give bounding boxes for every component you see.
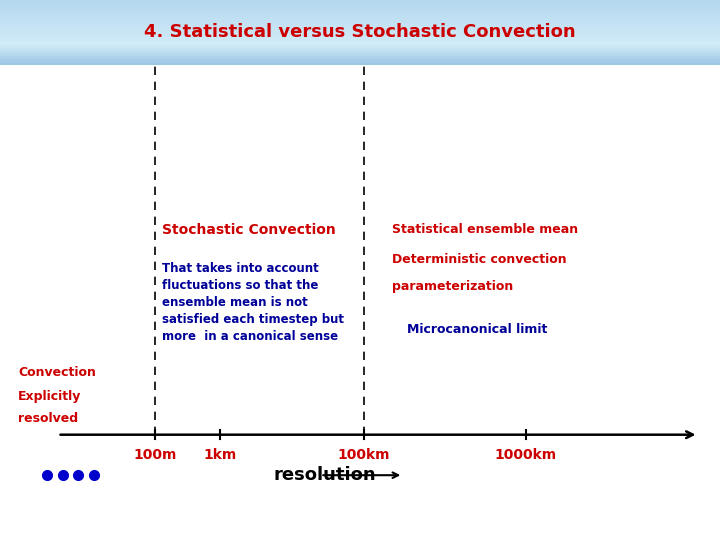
Bar — [0, 13, 720, 15]
Bar — [0, 52, 720, 54]
Text: parameterization: parameterization — [392, 280, 513, 293]
Bar — [0, 30, 720, 32]
Bar — [0, 48, 720, 50]
Bar — [0, 2, 720, 4]
Bar — [0, 15, 720, 17]
Bar — [0, 0, 720, 2]
Bar — [0, 32, 720, 35]
Bar — [0, 17, 720, 19]
Bar — [0, 45, 720, 48]
Text: resolution: resolution — [274, 466, 377, 484]
Text: Explicitly: Explicitly — [18, 390, 81, 403]
Text: 1km: 1km — [203, 448, 236, 462]
Bar — [0, 4, 720, 6]
Bar — [0, 9, 720, 11]
Bar — [0, 54, 720, 56]
Bar — [0, 22, 720, 24]
Bar — [0, 39, 720, 41]
Text: resolved: resolved — [18, 412, 78, 425]
Bar — [0, 11, 720, 13]
Text: That takes into account
fluctuations so that the
ensemble mean is not
satisfied : That takes into account fluctuations so … — [162, 262, 344, 343]
Text: Convection: Convection — [18, 366, 96, 379]
Text: Stochastic Convection: Stochastic Convection — [162, 222, 336, 237]
Bar — [0, 63, 720, 65]
Bar — [0, 37, 720, 39]
Bar — [0, 58, 720, 60]
Text: 4. Statistical versus Stochastic Convection: 4. Statistical versus Stochastic Convect… — [144, 23, 576, 42]
Text: 100m: 100m — [133, 448, 176, 462]
Bar — [0, 26, 720, 28]
Bar — [0, 41, 720, 43]
Text: Statistical ensemble mean: Statistical ensemble mean — [392, 223, 579, 236]
Bar — [0, 43, 720, 45]
Text: Deterministic convection: Deterministic convection — [392, 253, 567, 266]
Bar — [0, 50, 720, 52]
Bar — [0, 28, 720, 30]
Bar — [0, 56, 720, 58]
Bar — [0, 24, 720, 26]
Text: 100km: 100km — [338, 448, 390, 462]
Bar — [0, 19, 720, 22]
Text: Microcanonical limit: Microcanonical limit — [407, 323, 547, 336]
Bar — [0, 35, 720, 37]
Text: 1000km: 1000km — [495, 448, 557, 462]
Bar — [0, 60, 720, 63]
Bar — [0, 6, 720, 9]
